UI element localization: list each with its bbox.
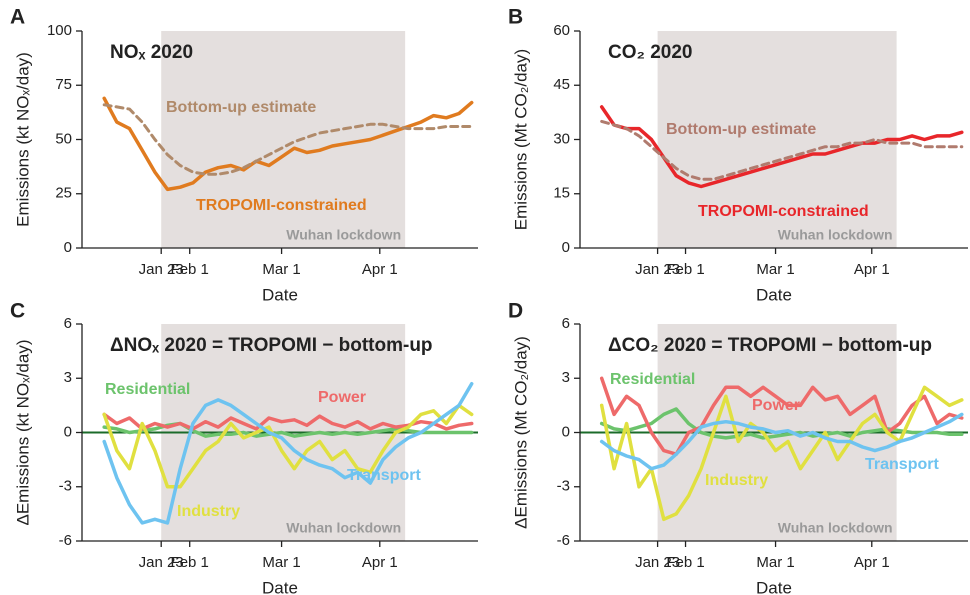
lockdown-shade bbox=[657, 31, 897, 248]
panel-letter: D bbox=[508, 300, 523, 323]
y-tick-label: 60 bbox=[553, 22, 570, 39]
y-tick-label: 3 bbox=[64, 369, 72, 386]
x-axis-label: Date bbox=[262, 578, 298, 595]
chart-title: NOₓ 2020 bbox=[110, 42, 193, 63]
shade-label: Wuhan lockdown bbox=[778, 520, 893, 536]
y-tick-label: 45 bbox=[553, 76, 570, 93]
y-tick-label: 30 bbox=[553, 130, 570, 147]
shade-label: Wuhan lockdown bbox=[286, 520, 401, 536]
x-tick-label: Apr 1 bbox=[854, 261, 890, 278]
panel-letter: B bbox=[508, 6, 523, 29]
x-tick-label: Feb 1 bbox=[171, 554, 209, 571]
x-tick-label: Apr 1 bbox=[854, 554, 890, 571]
x-axis-label: Date bbox=[262, 285, 298, 304]
y-tick-label: -6 bbox=[557, 532, 570, 549]
y-tick-label: 0 bbox=[562, 239, 570, 256]
series-label: TROPOMI-constrained bbox=[698, 203, 869, 220]
series-line bbox=[599, 407, 964, 440]
x-tick-label: Apr 1 bbox=[362, 554, 398, 571]
series-label: Bottom-up estimate bbox=[166, 99, 316, 116]
x-tick-label: Mar 1 bbox=[262, 261, 300, 278]
chart-title: ΔNOₓ 2020 = TROPOMI − bottom-up bbox=[110, 335, 433, 356]
series-label: Transport bbox=[865, 456, 939, 473]
series-label: Industry bbox=[177, 503, 240, 520]
series-label: Power bbox=[318, 389, 366, 406]
series-line bbox=[102, 403, 474, 489]
series-line bbox=[599, 105, 964, 189]
series-line bbox=[599, 412, 964, 471]
shade-label: Wuhan lockdown bbox=[286, 227, 401, 243]
x-tick-label: Jan 23 bbox=[139, 261, 184, 278]
y-tick-label: 6 bbox=[64, 315, 72, 332]
series-label: Industry bbox=[705, 472, 768, 489]
series-label: TROPOMI-constrained bbox=[196, 197, 367, 214]
series-label: Residential bbox=[610, 371, 695, 388]
x-axis-label: Date bbox=[756, 578, 792, 595]
x-tick-label: Mar 1 bbox=[756, 261, 794, 278]
x-tick-label: Feb 1 bbox=[666, 261, 704, 278]
y-tick-label: 0 bbox=[562, 423, 570, 440]
chart-title: ΔCO₂ 2020 = TROPOMI − bottom-up bbox=[608, 335, 932, 356]
panel-letter: C bbox=[10, 300, 25, 323]
series-line bbox=[102, 96, 474, 192]
x-tick-label: Mar 1 bbox=[262, 554, 300, 571]
panel-letter: A bbox=[10, 6, 25, 29]
shade-label: Wuhan lockdown bbox=[778, 227, 893, 243]
y-tick-label: 0 bbox=[64, 423, 72, 440]
y-tick-label: -6 bbox=[59, 532, 72, 549]
series-line bbox=[600, 119, 964, 181]
x-axis-label: Date bbox=[756, 285, 792, 304]
y-tick-label: 25 bbox=[55, 185, 72, 202]
y-tick-label: 3 bbox=[562, 369, 570, 386]
series-label: Residential bbox=[105, 381, 190, 398]
chart-title: CO₂ 2020 bbox=[608, 42, 693, 63]
y-tick-label: 6 bbox=[562, 315, 570, 332]
x-tick-label: Feb 1 bbox=[171, 261, 209, 278]
y-axis-label: ΔEmissions (kt NOₓ/day) bbox=[13, 339, 32, 525]
series-label: Bottom-up estimate bbox=[666, 121, 816, 138]
series-line bbox=[102, 103, 474, 176]
x-tick-label: Mar 1 bbox=[756, 554, 794, 571]
series-line bbox=[102, 381, 474, 525]
x-tick-label: Jan 23 bbox=[635, 261, 680, 278]
y-axis-label: Emissions (Mt CO₂/day) bbox=[511, 49, 530, 230]
y-tick-label: -3 bbox=[59, 478, 72, 495]
x-tick-label: Jan 23 bbox=[139, 554, 184, 571]
y-tick-label: 75 bbox=[55, 76, 72, 93]
x-tick-label: Jan 23 bbox=[635, 554, 680, 571]
y-tick-label: -3 bbox=[557, 478, 570, 495]
y-tick-label: 0 bbox=[64, 239, 72, 256]
y-axis-label: Emissions (kt NOₓ/day) bbox=[13, 52, 32, 227]
series-label: Transport bbox=[347, 467, 421, 484]
y-axis-label: ΔEmissions (Mt CO₂/day) bbox=[511, 336, 530, 529]
y-tick-label: 100 bbox=[47, 22, 72, 39]
y-tick-label: 15 bbox=[553, 185, 570, 202]
series-line bbox=[599, 385, 964, 522]
series-label: Power bbox=[752, 397, 800, 414]
x-tick-label: Apr 1 bbox=[362, 261, 398, 278]
series-line bbox=[599, 376, 964, 456]
x-tick-label: Feb 1 bbox=[666, 554, 704, 571]
y-tick-label: 50 bbox=[55, 130, 72, 147]
